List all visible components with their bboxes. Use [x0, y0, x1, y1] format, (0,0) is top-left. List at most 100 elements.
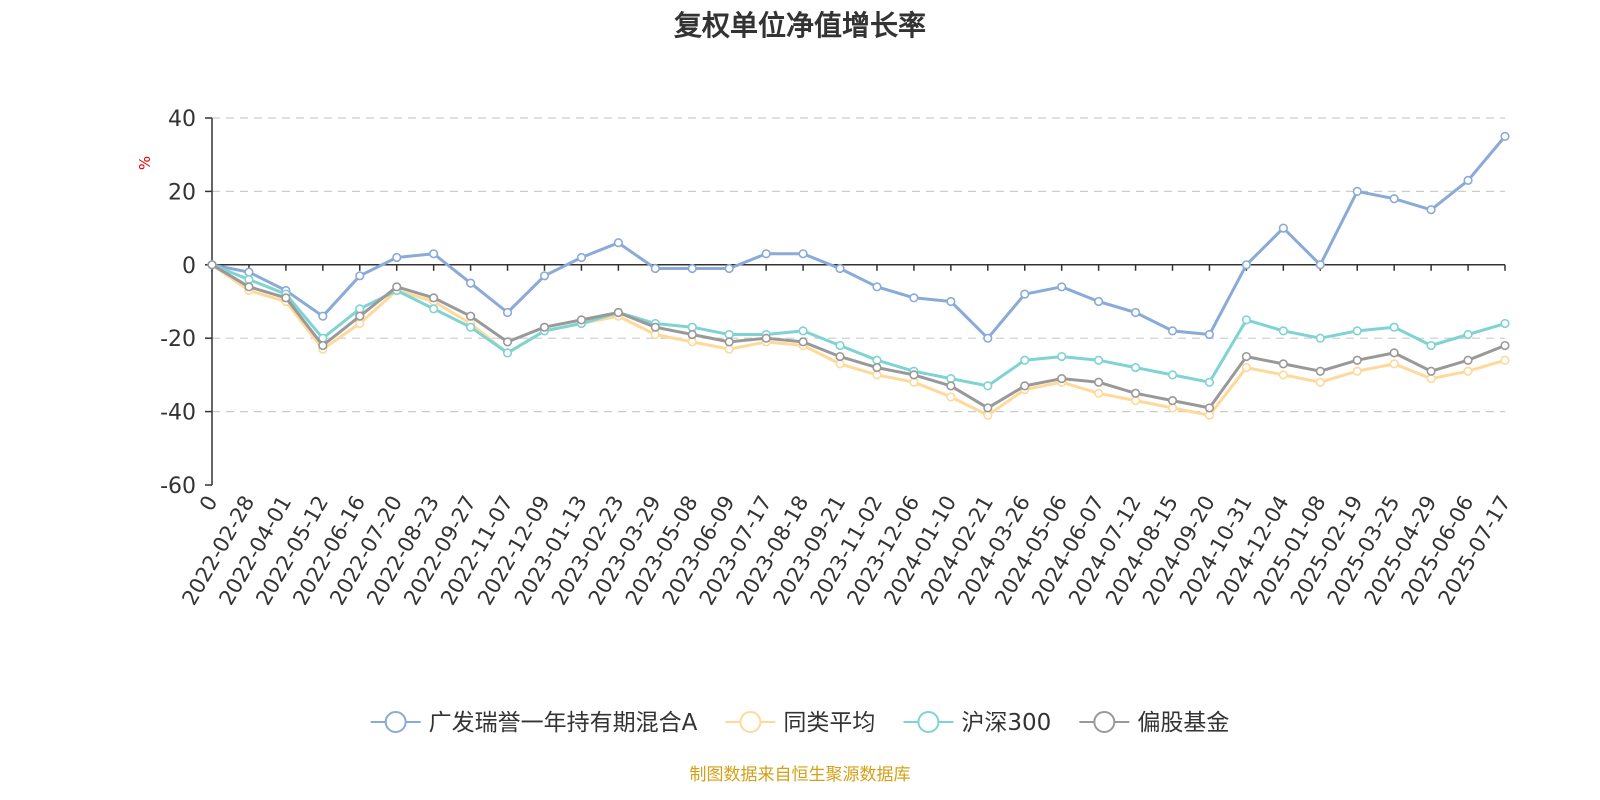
data-point — [1426, 205, 1436, 215]
data-point — [872, 282, 882, 292]
data-point — [466, 322, 476, 332]
data-point — [1204, 377, 1215, 387]
data-point — [576, 252, 587, 263]
grid-lines — [212, 117, 1505, 413]
data-point — [1020, 381, 1030, 391]
data-point — [983, 410, 993, 420]
series-0 — [207, 131, 1510, 343]
legend[interactable]: 广发瑞誉一年持有期混合A 同类平均 沪深300 偏股基金 — [370, 710, 1230, 736]
data-point — [1426, 373, 1436, 384]
legend-item-2[interactable]: 沪深300 — [903, 710, 1051, 736]
data-point — [539, 271, 550, 281]
series-line — [211, 263, 1506, 410]
data-point — [687, 329, 697, 340]
data-point — [909, 377, 919, 387]
y-axis-unit: % — [136, 156, 154, 170]
legend-item-0[interactable]: 广发瑞誉一年持有期混合A — [370, 710, 698, 736]
data-point — [798, 337, 808, 347]
data-point — [909, 293, 919, 303]
data-point — [1278, 223, 1288, 233]
data-point — [946, 296, 956, 307]
data-point — [502, 337, 513, 347]
data-point — [1463, 366, 1473, 376]
data-point — [613, 238, 623, 248]
legend-marker — [384, 711, 407, 733]
data-point — [724, 344, 734, 354]
data-point — [983, 333, 993, 343]
x-tick-labels: 02022-02-282022-04-012022-05-122022-06-1… — [177, 264, 1515, 609]
data-point — [761, 249, 771, 259]
legend-label: 沪深300 — [961, 710, 1051, 736]
data-point — [1167, 403, 1178, 413]
data-point — [1426, 366, 1436, 376]
data-point — [1352, 326, 1362, 336]
data-point — [466, 311, 476, 321]
data-point — [983, 381, 993, 391]
data-point — [650, 263, 660, 274]
series-line — [211, 263, 1506, 417]
y-tick-label: -60 — [160, 474, 196, 499]
data-point — [983, 403, 993, 413]
data-point — [1278, 370, 1288, 380]
data-point — [798, 326, 808, 336]
data-point — [318, 340, 328, 351]
data-point — [872, 370, 882, 380]
data-point — [392, 252, 402, 263]
y-tick-label: 0 — [182, 254, 196, 279]
y-tick-label: 20 — [168, 180, 196, 205]
series-1 — [207, 260, 1510, 420]
legend-marker — [917, 711, 940, 733]
y-tick-label: -20 — [160, 327, 196, 352]
data-point — [1094, 377, 1104, 387]
data-point — [1315, 333, 1325, 343]
data-point — [650, 322, 660, 332]
data-point — [1241, 351, 1251, 362]
data-point — [946, 381, 956, 391]
y-tick-label: 40 — [168, 107, 196, 132]
data-point — [1500, 318, 1510, 329]
data-point — [429, 293, 439, 303]
data-point — [1057, 282, 1067, 292]
data-point — [466, 278, 476, 288]
data-point — [355, 311, 365, 321]
legend-marker — [1093, 711, 1116, 733]
legend-item-1[interactable]: 同类平均 — [725, 710, 875, 736]
data-point — [244, 267, 254, 277]
data-point — [576, 315, 587, 325]
legend-marker — [739, 711, 762, 733]
data-point — [1315, 366, 1325, 376]
data-point — [687, 263, 697, 274]
data-point — [1130, 362, 1141, 373]
data-point — [355, 304, 365, 314]
legend-item-3[interactable]: 偏股基金 — [1079, 710, 1229, 736]
data-point — [429, 304, 439, 314]
data-point — [1500, 355, 1510, 365]
data-point — [1167, 370, 1178, 380]
data-point — [946, 373, 956, 384]
data-point — [502, 348, 513, 358]
data-point — [355, 318, 365, 329]
data-point — [1130, 307, 1141, 318]
data-point — [613, 307, 623, 318]
data-point — [281, 293, 291, 303]
data-point — [392, 282, 402, 292]
data-point — [1389, 348, 1399, 358]
data-point — [502, 307, 513, 318]
data-point — [1463, 329, 1473, 340]
data-point — [1241, 315, 1251, 325]
data-point — [1130, 395, 1141, 406]
data-point — [1426, 340, 1436, 351]
data-point — [1500, 340, 1510, 351]
data-point — [724, 263, 734, 274]
data-point — [835, 263, 845, 274]
data-point — [1278, 359, 1288, 369]
data-point — [1204, 410, 1215, 420]
series-line — [211, 135, 1507, 340]
data-point — [207, 260, 217, 270]
data-point — [872, 355, 882, 365]
data-point — [1352, 355, 1362, 365]
data-point — [244, 274, 254, 285]
data-point — [1463, 355, 1473, 365]
data-point — [835, 359, 845, 369]
data-point — [1094, 355, 1104, 365]
